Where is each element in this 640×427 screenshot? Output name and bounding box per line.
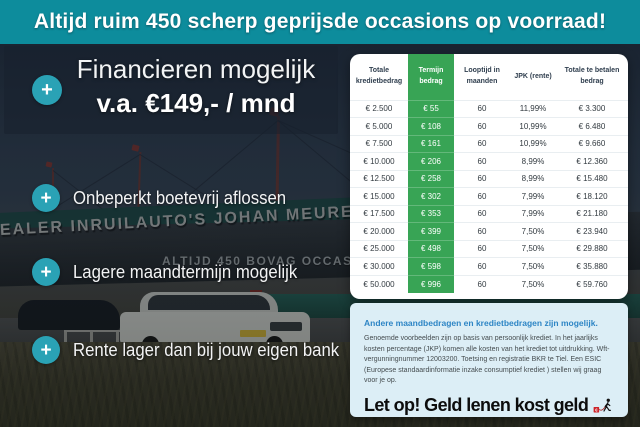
table-row: € 12.500 € 258 60 8,99% € 15.480 bbox=[350, 169, 628, 188]
table-cell: € 5.000 bbox=[350, 117, 408, 135]
termijn-cell: € 258 bbox=[408, 169, 454, 188]
termijn-cell: € 161 bbox=[408, 134, 454, 153]
table-cell: 60 bbox=[454, 204, 510, 223]
table-cell: 60 bbox=[454, 134, 510, 153]
table-cell: 60 bbox=[454, 257, 510, 275]
table-cell: € 2.500 bbox=[350, 99, 408, 118]
table-cell: 60 bbox=[454, 239, 510, 258]
finance-table-card: Totale kredietbedrag Termijn bedrag Loopti… bbox=[350, 54, 628, 299]
usp-item-label: Lagere maandtermijn mogelijk bbox=[73, 261, 298, 282]
table-cell: € 12.500 bbox=[350, 169, 408, 188]
table-cell: € 10.000 bbox=[350, 152, 408, 170]
table-cell: 60 bbox=[454, 152, 510, 170]
termijn-cell: € 108 bbox=[408, 117, 454, 135]
table-cell: 7,99% bbox=[510, 204, 556, 223]
table-cell: 7,99% bbox=[510, 187, 556, 205]
table-row: € 2.500 € 55 60 11,99% € 3.300 bbox=[350, 99, 628, 118]
table-cell: € 17.500 bbox=[350, 204, 408, 223]
termijn-cell: € 302 bbox=[408, 187, 454, 205]
termijn-cell: € 996 bbox=[408, 274, 454, 293]
column-header: Looptijd in maanden bbox=[464, 67, 500, 85]
table-cell: 8,99% bbox=[510, 169, 556, 188]
table-cell: 60 bbox=[454, 274, 510, 293]
plus-icon: + bbox=[32, 75, 62, 105]
plus-icon: + bbox=[32, 258, 60, 286]
usp-item: + Onbeperkt boetevrij aflossen bbox=[32, 184, 302, 212]
table-cell: 7,50% bbox=[510, 222, 556, 240]
usp-headline-box: + Financieren mogelijk v.a. €149,- / mnd bbox=[4, 46, 338, 134]
table-row: € 15.000 € 302 60 7,99% € 18.120 bbox=[350, 187, 628, 205]
table-cell: 60 bbox=[454, 222, 510, 240]
credit-warning-text: Let op! Geld lenen kost geld bbox=[364, 394, 589, 415]
table-cell: € 7.500 bbox=[350, 134, 408, 153]
table-cell: 10,99% bbox=[510, 117, 556, 135]
table-cell: € 18.120 bbox=[556, 187, 628, 205]
table-row: € 17.500 € 353 60 7,99% € 21.180 bbox=[350, 204, 628, 223]
table-row: € 20.000 € 399 60 7,50% € 23.940 bbox=[350, 222, 628, 240]
table-cell: € 20.000 bbox=[350, 222, 408, 240]
table-cell: € 9.660 bbox=[556, 134, 628, 153]
table-row: € 30.000 € 598 60 7,50% € 35.880 bbox=[350, 257, 628, 275]
termijn-cell: € 399 bbox=[408, 222, 454, 240]
finance-table-header-row: Totale kredietbedrag Termijn bedrag Loopti… bbox=[350, 54, 628, 100]
table-row: € 10.000 € 206 60 8,99% € 12.360 bbox=[350, 152, 628, 170]
usp-headline-line2: v.a. €149,- / mnd bbox=[96, 88, 296, 118]
credit-warning: Let op! Geld lenen kost geld € bbox=[364, 394, 614, 417]
table-cell: € 50.000 bbox=[350, 274, 408, 293]
finance-table-body: € 2.500 € 55 60 11,99% € 3.300 € 5.000 € 108 60… bbox=[350, 99, 628, 293]
plus-icon: + bbox=[32, 336, 60, 364]
table-row: € 7.500 € 161 60 10,99% € 9.660 bbox=[350, 134, 628, 153]
table-cell: € 29.880 bbox=[556, 239, 628, 258]
table-cell: 60 bbox=[454, 169, 510, 188]
column-header: Termijn bedrag bbox=[408, 54, 454, 100]
table-cell: € 12.360 bbox=[556, 152, 628, 170]
table-cell: 7,50% bbox=[510, 274, 556, 293]
finance-table: Totale kredietbedrag Termijn bedrag Loopti… bbox=[350, 54, 628, 293]
table-cell: 10,99% bbox=[510, 134, 556, 153]
table-cell: € 15.480 bbox=[556, 169, 628, 188]
geld-lenen-kost-geld-icon: € bbox=[593, 398, 612, 413]
usp-item-label: Rente lager dan bij jouw eigen bank bbox=[73, 339, 340, 360]
table-row: € 50.000 € 996 60 7,50% € 59.760 bbox=[350, 274, 628, 293]
table-cell: 60 bbox=[454, 99, 510, 118]
table-cell: € 30.000 bbox=[350, 257, 408, 275]
possibilities-heading: Andere maandbedragen en kredietbedragen … bbox=[364, 318, 598, 328]
termijn-cell: € 206 bbox=[408, 152, 454, 170]
table-cell: 11,99% bbox=[510, 99, 556, 118]
table-cell: 60 bbox=[454, 187, 510, 205]
table-cell: € 3.300 bbox=[556, 99, 628, 118]
column-header: JPK (rente) bbox=[514, 72, 552, 80]
table-cell: € 35.880 bbox=[556, 257, 628, 275]
table-cell: € 15.000 bbox=[350, 187, 408, 205]
table-cell: 60 bbox=[454, 117, 510, 135]
termijn-cell: € 353 bbox=[408, 204, 454, 223]
column-header: Totale te betalen bedrag bbox=[564, 67, 620, 85]
table-cell: 8,99% bbox=[510, 152, 556, 170]
top-banner: Altijd ruim 450 scherp geprijsde occasio… bbox=[0, 0, 640, 44]
usp-item: + Rente lager dan bij jouw eigen bank bbox=[32, 336, 359, 364]
svg-text:€: € bbox=[595, 407, 598, 412]
plus-icon: + bbox=[32, 184, 60, 212]
disclaimer-text: Genoemde voorbeelden zijn op basis van p… bbox=[364, 335, 610, 384]
table-cell: € 23.940 bbox=[556, 222, 628, 240]
termijn-cell: € 55 bbox=[408, 99, 454, 118]
table-cell: 7,50% bbox=[510, 257, 556, 275]
table-row: € 5.000 € 108 60 10,99% € 6.480 bbox=[350, 117, 628, 135]
table-row: € 25.000 € 498 60 7,50% € 29.880 bbox=[350, 239, 628, 258]
table-cell: € 59.760 bbox=[556, 274, 628, 293]
table-cell: € 25.000 bbox=[350, 239, 408, 258]
termijn-cell: € 498 bbox=[408, 239, 454, 258]
info-panel: Andere maandbedragen en kredietbedragen … bbox=[350, 303, 628, 417]
table-cell: € 6.480 bbox=[556, 117, 628, 135]
usp-item-label: Onbeperkt boetevrij aflossen bbox=[73, 187, 287, 208]
banner-text: Altijd ruim 450 scherp geprijsde occasio… bbox=[33, 10, 607, 33]
table-cell: € 21.180 bbox=[556, 204, 628, 223]
table-cell: 7,50% bbox=[510, 239, 556, 258]
column-header: Totale kredietbedrag bbox=[355, 67, 403, 85]
usp-headline-line1: Financieren mogelijk bbox=[76, 54, 316, 84]
usp-item: + Lagere maandtermijn mogelijk bbox=[32, 258, 314, 286]
termijn-cell: € 598 bbox=[408, 257, 454, 275]
